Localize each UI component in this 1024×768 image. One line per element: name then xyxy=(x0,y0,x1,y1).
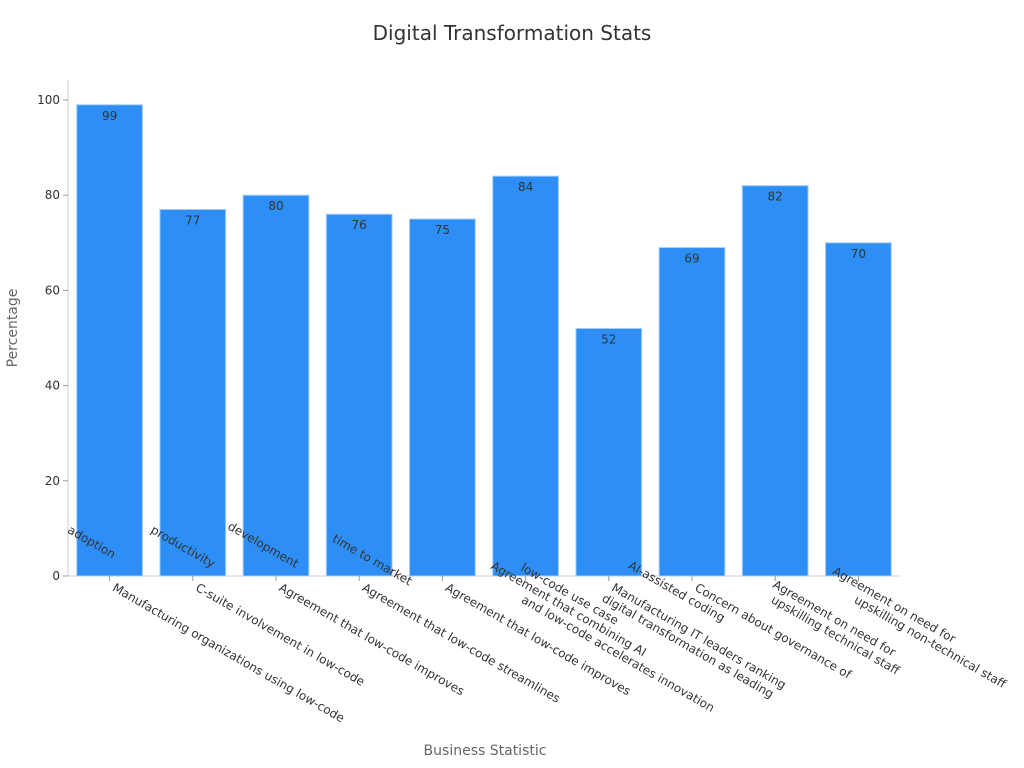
x-tick-label-line: C-suite involvement in low-code xyxy=(193,580,367,688)
y-tick-label: 100 xyxy=(37,93,60,107)
bar xyxy=(409,218,476,577)
bar xyxy=(242,194,310,577)
y-tick-label: 20 xyxy=(45,474,60,488)
bar-value-label: 52 xyxy=(601,332,616,346)
bar xyxy=(825,242,892,577)
y-tick-label: 60 xyxy=(45,283,60,297)
bar xyxy=(658,247,726,577)
bar xyxy=(159,208,227,577)
bar-value-label: 84 xyxy=(518,180,533,194)
bar-value-label: 69 xyxy=(684,252,699,266)
bar xyxy=(575,327,643,577)
bar xyxy=(325,213,393,577)
y-tick-label: 80 xyxy=(45,188,60,202)
y-axis-ticks: 0 20 40 60 80 100 xyxy=(37,93,68,583)
y-tick-label: 0 xyxy=(52,569,60,583)
bar xyxy=(741,185,809,577)
bar-value-label: 82 xyxy=(768,190,783,204)
y-tick-label: 40 xyxy=(45,379,60,393)
bar xyxy=(492,175,559,577)
bars-group: 99 77 80 76 75 84 52 69 82 70 xyxy=(76,104,892,577)
chart-title: Digital Transformation Stats xyxy=(373,21,652,45)
bar-value-label: 80 xyxy=(268,199,283,213)
bar-value-label: 70 xyxy=(851,247,866,261)
y-axis-title: Percentage xyxy=(5,289,21,368)
bar-value-label: 76 xyxy=(352,218,367,232)
bar-value-label: 75 xyxy=(435,223,450,237)
bar xyxy=(76,104,143,577)
bar-value-label: 99 xyxy=(102,109,117,123)
x-axis-title: Business Statistic xyxy=(424,743,547,759)
bar-value-label: 77 xyxy=(185,213,200,227)
